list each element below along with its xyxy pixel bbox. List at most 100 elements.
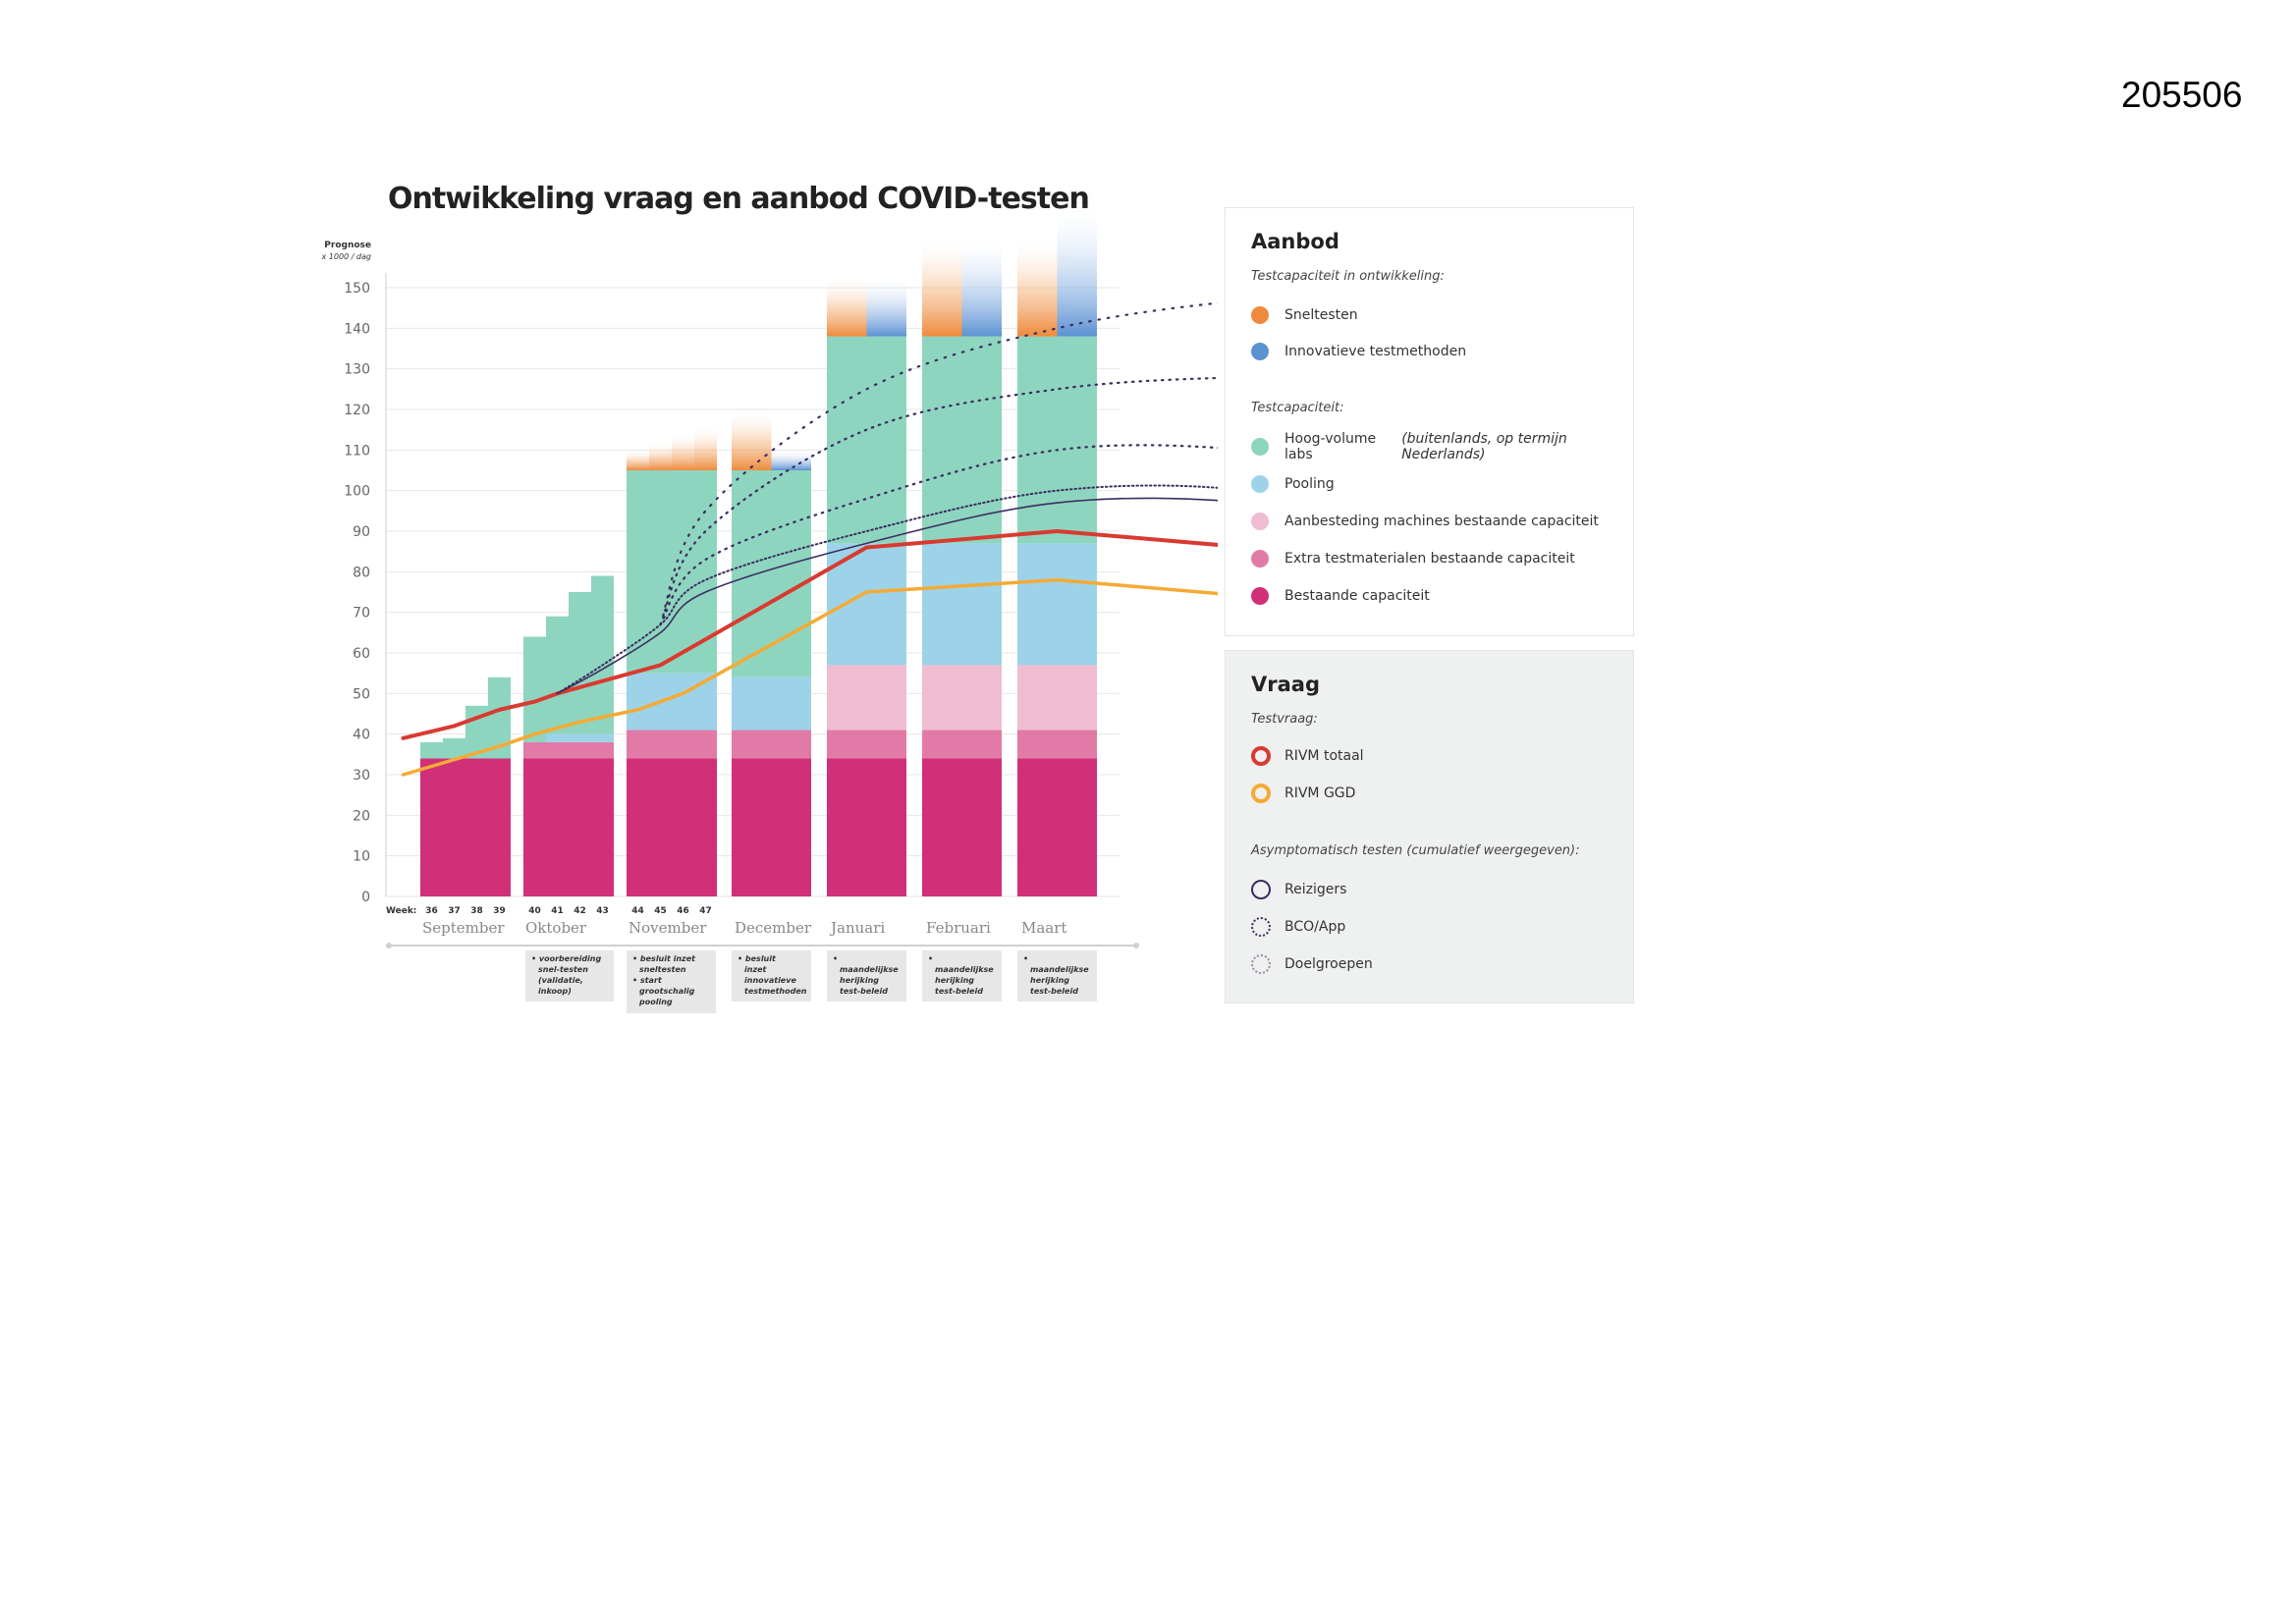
line-doelgroepen-3 [659, 301, 1218, 626]
bar-segment [546, 616, 569, 734]
bar-segment [465, 758, 488, 896]
bar-segment [694, 730, 717, 759]
bar-segment [569, 758, 591, 896]
bar-segment [1017, 730, 1097, 759]
legend-label: Hoog-volume labs [1285, 431, 1377, 462]
legend-item-reizigers: Reizigers [1251, 878, 1346, 901]
y-tick-label: 60 [353, 646, 370, 662]
y-tick-label: 110 [344, 443, 370, 459]
legend-label: Doelgroepen [1285, 956, 1373, 972]
bar-segment [649, 470, 672, 674]
timeline-note-line: maandelijkse [935, 965, 994, 974]
y-tick-label: 10 [353, 849, 370, 865]
line-doelgroepen-1 [659, 444, 1218, 626]
timeline-note-text: • voorbereiding snel-testen (validatie, ink… [531, 954, 601, 996]
legend-label: RIVM GGD [1285, 785, 1356, 801]
y-axis-unit: x 1000 / dag [321, 252, 371, 261]
bar-segment [672, 730, 694, 759]
solid-ring-icon [1251, 880, 1271, 899]
timeline-note-line: inkoop) [538, 987, 572, 996]
chart-title: Ontwikkeling vraag en aanbod COVID-teste… [388, 182, 1090, 216]
timeline-note-text: •maandelijkse herijking test-beleid [928, 954, 994, 996]
bar-segment-sneltesten [827, 275, 867, 337]
week-tick-label: 47 [699, 906, 712, 916]
bar-segment-innovatief [866, 275, 906, 337]
bar-segment [1017, 758, 1097, 896]
bar-segment [627, 730, 649, 759]
timeline-note-text: •maandelijkse herijking test-beleid [833, 954, 899, 996]
timeline-note-line: maandelijkse [1030, 965, 1089, 974]
bar-segment [591, 758, 614, 896]
bar-segment [694, 470, 717, 674]
line-doelgroepen-2 [659, 376, 1218, 626]
month-label: Februari [926, 919, 991, 937]
bar-segment [627, 758, 649, 896]
legend-item-bco: BCO/App [1251, 915, 1345, 939]
line-rivm-totaal [401, 529, 1218, 740]
bar-segment [546, 733, 569, 742]
timeline-note-line: inzet [744, 965, 768, 974]
bar-segment [732, 677, 811, 731]
sparse-dotted-ring-icon [1251, 954, 1271, 974]
bar-segment [827, 758, 906, 896]
y-tick-label: 50 [353, 686, 370, 702]
week-tick-label: 42 [574, 906, 586, 916]
bar-segment-sneltesten [922, 235, 962, 337]
legend-item-rivm-totaal: RIVM totaal [1251, 744, 1364, 768]
bar-segment [591, 733, 614, 742]
dotted-ring-icon [1251, 917, 1271, 937]
legend-item-bestaande: Bestaande capaciteit [1251, 584, 1430, 608]
week-tick-label: 36 [425, 906, 438, 916]
timeline-note-text: • besluit inzet sneltesten • start grootsch… [632, 954, 696, 1006]
bar-segment [672, 758, 694, 896]
legend-aanbod-title: Aanbod [1251, 230, 1339, 253]
timeline-start-dot [386, 943, 392, 948]
legend-item-innovatief: Innovatieve testmethoden [1251, 340, 1466, 363]
y-tick-label: 70 [353, 606, 370, 622]
bar-segment-sneltesten [732, 409, 772, 470]
legend-item-extra: Extra testmaterialen bestaande capacitei… [1251, 547, 1575, 570]
bar-segment [672, 673, 694, 731]
legend-item-aanbesteding: Aanbesteding machines bestaande capacite… [1251, 510, 1599, 533]
timeline-note-line: maandelijkse [840, 965, 899, 974]
timeline-end-dot [1133, 943, 1139, 948]
orange-dot-icon [1251, 306, 1269, 324]
timeline-note-line: • start [632, 976, 663, 985]
timeline-note-box [732, 950, 811, 1001]
y-tick-label: 120 [344, 403, 370, 418]
bar-segment [523, 758, 546, 896]
timeline-note-box [627, 950, 716, 1013]
month-label: Maart [1021, 919, 1066, 937]
y-tick-label: 30 [353, 768, 370, 784]
y-tick-label: 80 [353, 565, 370, 580]
legend-vraag-title: Vraag [1251, 673, 1320, 696]
timeline-note-line: sneltesten [639, 965, 686, 974]
bar-segment [569, 592, 591, 734]
timeline-note-box [922, 950, 1002, 1001]
y-tick-label: 0 [361, 890, 370, 905]
timeline-note-line: • voorbereiding [531, 954, 601, 963]
legend-item-sneltesten: Sneltesten [1251, 303, 1358, 327]
week-tick-label: 39 [493, 906, 506, 916]
bar-segment [591, 741, 614, 759]
y-axis-label: Prognose [324, 241, 371, 250]
bar-segment-innovatief [961, 235, 1002, 337]
timeline-note-line: • [1023, 954, 1028, 963]
timeline-note-line: test-beleid [935, 987, 983, 996]
timeline-note-line: test-beleid [840, 987, 888, 996]
y-tick-label: 130 [344, 362, 370, 378]
bar-segment [546, 758, 569, 896]
legend-label: Bestaande capaciteit [1285, 588, 1430, 604]
bar-segment [827, 730, 906, 759]
timeline-note-line: herijking [935, 976, 974, 985]
bar-segment [569, 741, 591, 759]
bar-segment [922, 665, 1002, 731]
week-tick-label: 44 [631, 906, 644, 916]
bar-segment-innovatief [1057, 202, 1097, 337]
line-reizigers [556, 497, 1218, 695]
bar-segment [672, 433, 694, 470]
bar-segment [732, 730, 811, 759]
legend-vraag-sub2: Asymptomatisch testen (cumulatief weerge… [1251, 843, 1580, 858]
y-tick-label: 90 [353, 524, 370, 540]
timeline-note-line: herijking [1030, 976, 1069, 985]
